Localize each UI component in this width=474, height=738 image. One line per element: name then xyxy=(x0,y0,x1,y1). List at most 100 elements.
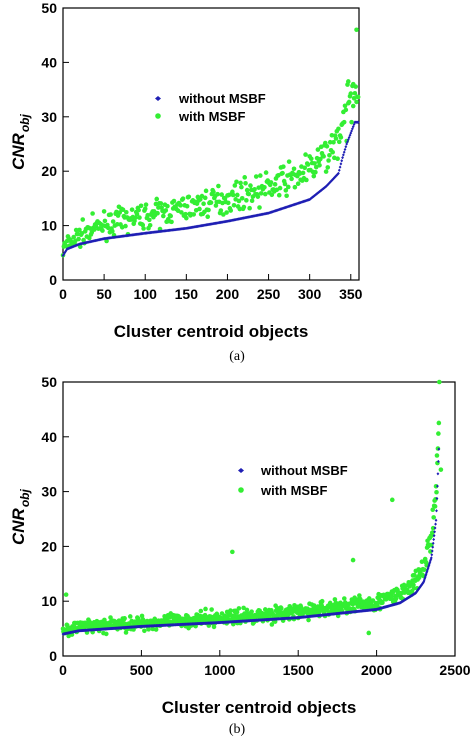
point-without-msbf-b xyxy=(435,509,438,513)
point-with-msbf-a xyxy=(216,183,221,189)
point-with-msbf-a xyxy=(230,192,236,198)
point-with-msbf-a xyxy=(326,158,331,163)
point-with-msbf-a xyxy=(238,180,243,186)
point-with-msbf-a xyxy=(350,103,356,109)
point-with-msbf-a xyxy=(318,156,323,162)
point-with-msbf-b xyxy=(236,606,242,611)
point-with-msbf-a xyxy=(87,235,92,241)
point-without-msbf-a xyxy=(343,147,347,152)
point-without-msbf-a xyxy=(63,251,67,255)
point-with-msbf-a xyxy=(114,221,120,227)
point-with-msbf-a xyxy=(197,206,202,212)
point-with-msbf-a xyxy=(231,202,237,208)
point-with-msbf-a xyxy=(246,191,252,197)
point-with-msbf-a xyxy=(257,205,262,210)
point-with-msbf-b xyxy=(434,453,440,458)
y-tick-label: 50 xyxy=(41,0,57,16)
point-without-msbf-a xyxy=(64,248,68,252)
y-tick-label: 10 xyxy=(41,218,57,234)
x-axis-label-a: Cluster centroid objects xyxy=(114,322,309,341)
point-with-msbf-a xyxy=(165,203,170,209)
point-with-msbf-a xyxy=(247,205,252,211)
point-with-msbf-a xyxy=(168,213,174,219)
point-with-msbf-a xyxy=(110,219,116,224)
point-with-msbf-b xyxy=(127,614,133,619)
point-with-msbf-a xyxy=(178,203,183,208)
point-with-msbf-a xyxy=(77,227,82,233)
point-with-msbf-b xyxy=(198,608,204,614)
point-with-msbf-a xyxy=(249,198,255,204)
point-with-msbf-b xyxy=(432,504,438,509)
x-tick-label: 350 xyxy=(339,286,363,302)
point-with-msbf-a xyxy=(180,196,186,201)
point-with-msbf-a xyxy=(206,207,211,213)
x-tick-label: 250 xyxy=(257,286,281,302)
point-with-msbf-a xyxy=(248,183,253,188)
point-without-msbf-b xyxy=(435,496,439,501)
point-with-msbf-a xyxy=(124,209,129,215)
point-without-msbf-b xyxy=(431,541,435,545)
point-with-msbf-b xyxy=(437,379,442,385)
point-with-msbf-b xyxy=(278,606,284,611)
point-without-msbf-a xyxy=(346,138,350,142)
point-with-msbf-a xyxy=(234,179,239,185)
point-with-msbf-a xyxy=(123,223,128,229)
point-without-msbf-b xyxy=(436,459,440,464)
point-with-msbf-a xyxy=(291,166,297,172)
point-with-msbf-a xyxy=(244,198,249,203)
point-with-msbf-a xyxy=(286,159,292,164)
point-without-msbf-a xyxy=(339,162,343,166)
legend-marker-without-b xyxy=(238,468,244,473)
point-with-msbf-a xyxy=(313,169,318,175)
point-with-msbf-b xyxy=(350,557,356,563)
point-without-msbf-a xyxy=(337,168,341,172)
point-without-msbf-b xyxy=(426,568,429,572)
point-with-msbf-a xyxy=(300,170,306,176)
y-tick-label: 40 xyxy=(41,54,57,70)
point-with-msbf-a xyxy=(120,207,126,213)
point-with-msbf-a xyxy=(262,191,268,197)
legend-a: without MSBF with MSBF xyxy=(155,91,266,124)
point-with-msbf-a xyxy=(277,185,283,191)
x-ticks-a: 0 50 100 150 200 250 300 350 xyxy=(59,274,363,302)
point-with-msbf-a xyxy=(171,198,177,204)
point-with-msbf-a xyxy=(76,236,81,242)
point-with-msbf-b xyxy=(123,630,129,635)
x-tick-label: 200 xyxy=(216,286,240,302)
point-with-msbf-b xyxy=(142,628,147,634)
point-with-msbf-a xyxy=(352,90,358,96)
point-with-msbf-a xyxy=(143,202,149,207)
point-with-msbf-b xyxy=(411,585,417,591)
point-with-msbf-a xyxy=(110,228,115,234)
y-tick-label: 20 xyxy=(41,163,57,179)
point-with-msbf-a xyxy=(348,91,354,96)
point-with-msbf-a xyxy=(201,201,206,206)
point-with-msbf-a xyxy=(179,210,184,215)
point-with-msbf-a xyxy=(304,177,309,183)
panel-b: 0 10 20 30 40 50 0 500 1000 1500 2000 2500 without… xyxy=(9,374,471,737)
point-with-msbf-b xyxy=(342,596,347,601)
point-with-msbf-a xyxy=(80,217,86,222)
point-with-msbf-a xyxy=(327,153,332,158)
legend-b: without MSBF with MSBF xyxy=(238,463,348,498)
point-with-msbf-a xyxy=(232,183,238,188)
point-with-msbf-a xyxy=(73,227,79,233)
point-with-msbf-a xyxy=(241,204,247,210)
legend-label-with-b: with MSBF xyxy=(260,483,327,498)
caption-a: (a) xyxy=(229,349,245,364)
point-with-msbf-a xyxy=(330,149,335,155)
y-ticks-a: 0 10 20 30 40 50 xyxy=(41,0,69,288)
point-with-msbf-a xyxy=(91,227,97,232)
point-with-msbf-a xyxy=(140,222,146,228)
point-with-msbf-a xyxy=(236,198,242,204)
point-with-msbf-a xyxy=(350,81,356,87)
plot-frame-a xyxy=(62,7,360,281)
point-with-msbf-a xyxy=(183,211,188,217)
point-with-msbf-a xyxy=(133,215,138,221)
point-with-msbf-b xyxy=(421,567,427,572)
y-tick-label: 30 xyxy=(41,109,57,125)
point-without-msbf-a xyxy=(62,252,66,256)
point-with-msbf-a xyxy=(289,176,294,182)
point-with-msbf-b xyxy=(146,627,151,632)
point-with-msbf-b xyxy=(357,593,362,598)
